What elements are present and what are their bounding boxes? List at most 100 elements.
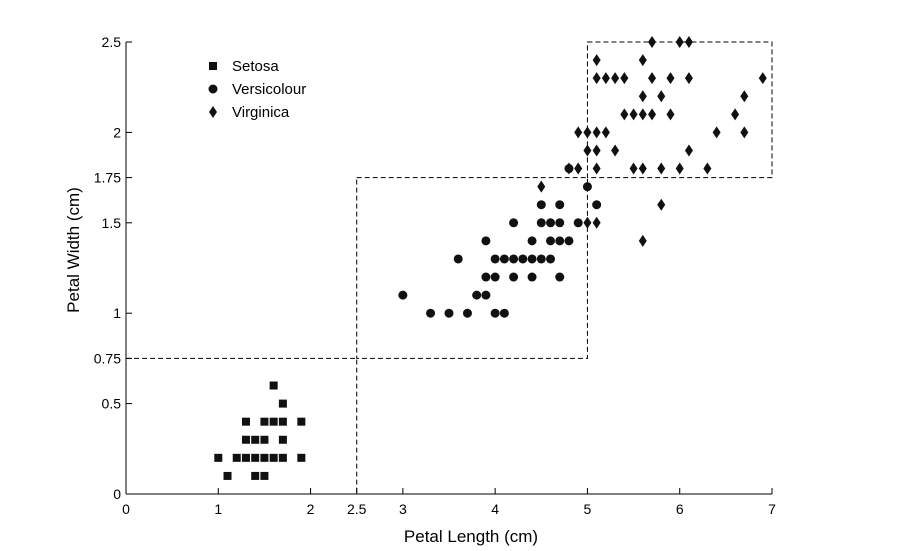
virginica-point [731,108,740,121]
virginica-point [638,54,647,67]
virginica-point [666,108,675,121]
versicolour-point [527,254,537,264]
versicolour-point [518,254,528,264]
setosa-point [260,435,269,444]
versicolour-point [536,218,546,228]
legend-marker-versicolour [208,84,218,94]
setosa-point [241,435,250,444]
y-tick-label: 0 [113,486,121,502]
versicolour-point [481,236,491,246]
versicolour-point [555,200,565,210]
virginica-point [583,216,592,229]
versicolour-point [555,236,565,246]
legend-marker-setosa [209,62,217,70]
virginica-point [564,162,573,175]
y-tick-label: 1.5 [102,215,122,231]
setosa-point [269,417,278,426]
versicolour-point [509,254,519,264]
versicolour-point [536,200,546,210]
versicolour-point [499,254,509,264]
y-tick-label: 1 [113,305,121,321]
versicolour-point [490,254,500,264]
versicolour-point [546,254,556,264]
virginica-point [629,162,638,175]
setosa-point [269,453,278,462]
x-tick-label: 0 [122,501,130,517]
x-tick-label: 2 [307,501,315,517]
virginica-point [712,126,721,139]
setosa-point [241,417,250,426]
versicolour-point [555,218,565,228]
setosa-point [251,471,260,480]
virginica-point [620,108,629,121]
virginica-point [666,72,675,85]
legend-label-setosa: Setosa [232,58,279,75]
virginica-point [758,72,767,85]
setosa-point [278,399,287,408]
versicolour-point [490,308,500,318]
versicolour-point [582,182,592,192]
setosa-point [278,453,287,462]
setosa-point [297,453,306,462]
virginica-point [592,144,601,157]
versicolour-point [555,272,565,282]
versicolour-point [481,290,491,300]
y-axis-title: Petal Width (cm) [64,187,83,313]
setosa-point [241,453,250,462]
versicolour-point [490,272,500,282]
data-points [214,36,767,480]
versicolour-point [564,236,574,246]
virginica-point [648,72,657,85]
versicolour-point [527,272,537,282]
x-tick-label: 5 [584,501,592,517]
setosa-point [251,453,260,462]
versicolour-point [472,290,482,300]
virginica-point [601,72,610,85]
versicolour-point [398,290,408,300]
versicolour-point [444,308,454,318]
virginica-point [638,90,647,103]
decision-regions [125,41,773,495]
setosa-point [251,435,260,444]
virginica-point [638,108,647,121]
virginica-point [675,162,684,175]
decision-region-box [586,41,773,179]
legend-label-virginica: Virginica [232,104,290,121]
versicolour-point [546,236,556,246]
legend: Setosa Versicolour Virginica [208,58,306,121]
decision-region-box [356,177,588,359]
virginica-point [684,72,693,85]
virginica-point [684,36,693,48]
virginica-point [675,36,684,48]
virginica-point [592,216,601,229]
setosa-point [260,471,269,480]
setosa-point [269,381,278,390]
y-tick-label: 0.5 [102,396,122,412]
virginica-point [684,144,693,157]
virginica-point [657,90,666,103]
y-tick-label: 0.75 [94,350,121,366]
virginica-point [740,126,749,139]
x-tick-label: 2.5 [347,501,367,517]
x-tick-label: 6 [676,501,684,517]
x-tick-label: 4 [491,501,499,517]
virginica-point [703,162,712,175]
virginica-point [611,144,620,157]
versicolour-point [509,218,519,228]
virginica-point [657,162,666,175]
virginica-point [638,162,647,175]
virginica-point [592,54,601,67]
virginica-point [583,126,592,139]
decision-region-box [125,357,358,495]
legend-marker-virginica [209,106,217,118]
virginica-point [629,108,638,121]
versicolour-point [426,308,436,318]
legend-label-versicolour: Versicolour [232,81,306,98]
y-tick-label: 1.75 [94,170,121,186]
versicolour-point [573,218,583,228]
setosa-point [278,435,287,444]
setosa-point [214,453,223,462]
virginica-point [648,36,657,48]
versicolour-point [536,254,546,264]
